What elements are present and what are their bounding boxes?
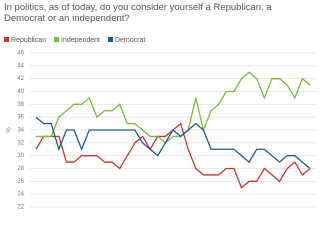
y-tick-label: 42	[17, 76, 24, 82]
legend-swatch	[107, 37, 113, 42]
y-tick-label: 32	[17, 140, 24, 146]
series-line	[36, 71, 311, 144]
y-tick-label: 28	[17, 166, 24, 172]
y-tick-label: 46	[17, 51, 24, 57]
y-tick-label: 24	[17, 192, 24, 198]
legend-label: Democrat	[115, 37, 145, 44]
y-tick-label: 40	[17, 89, 24, 95]
legend-swatch	[4, 37, 9, 42]
series-line	[35, 116, 311, 169]
y-axis-label: %	[7, 127, 13, 133]
chart-title: In politics, as of today, do you conside…	[4, 2, 272, 24]
y-tick-label: 26	[17, 179, 24, 185]
legend-swatch	[54, 37, 60, 42]
y-tick-label: 36	[17, 115, 24, 121]
chart: % 22 24 26 28 30 32 34 36 38 40 42 44 46 Republican In…	[4, 37, 316, 211]
page: In politics, as of today, do you conside…	[4, 2, 316, 211]
legend-label: Republican	[11, 37, 46, 44]
y-tick-label: 34	[17, 128, 24, 134]
y-tick-label: 38	[17, 102, 24, 108]
y-tick-label: 22	[17, 205, 24, 211]
y-tick-label: 30	[17, 153, 24, 159]
y-tick-label: 44	[17, 63, 24, 69]
legend-label: Independent	[61, 37, 100, 44]
